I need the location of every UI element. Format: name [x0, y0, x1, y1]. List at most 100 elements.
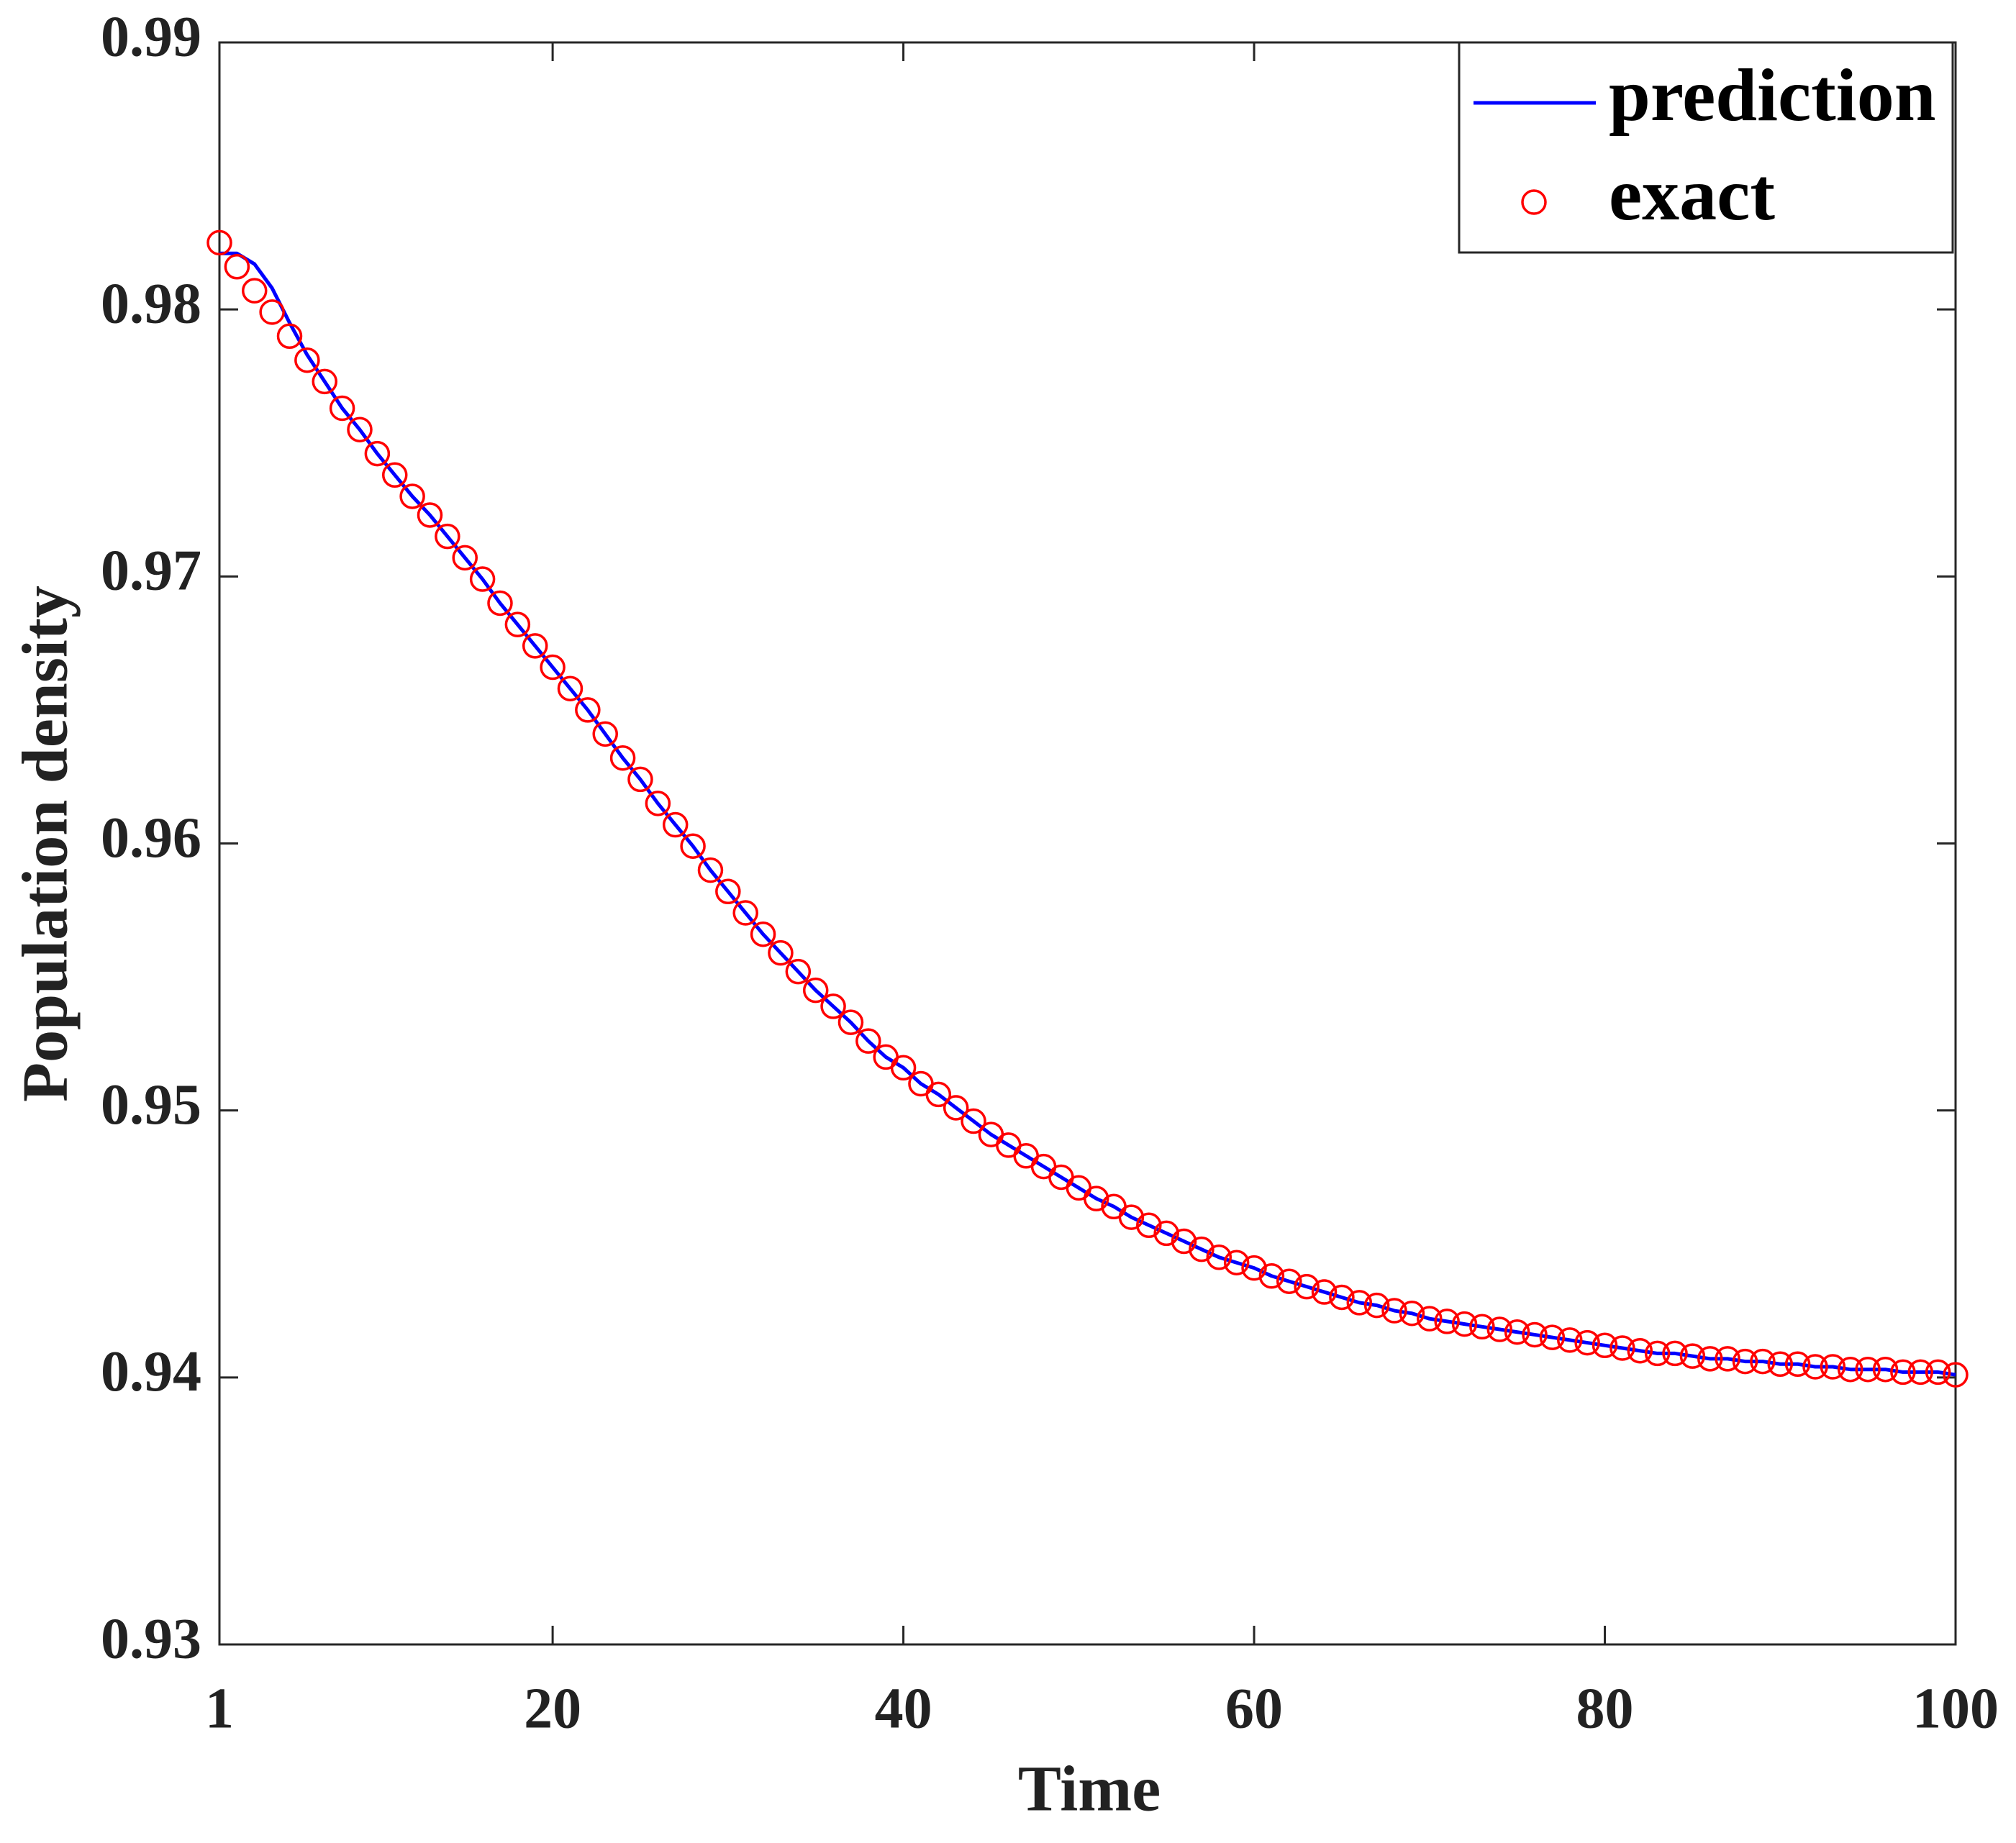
marker [1451, 1311, 1478, 1337]
x-tick-label: 100 [1912, 1677, 1999, 1740]
marker [487, 590, 513, 616]
x-axis-label: Time [1018, 1754, 1161, 1825]
marker [925, 1081, 952, 1108]
marker [1750, 1348, 1776, 1375]
marker [1504, 1319, 1530, 1345]
legend-marker [1521, 189, 1547, 215]
marker [312, 368, 337, 395]
marker [1329, 1284, 1355, 1311]
marker [1890, 1359, 1916, 1385]
marker [1153, 1220, 1179, 1247]
marker [1083, 1186, 1109, 1211]
marker [1872, 1356, 1899, 1383]
marker [241, 278, 268, 304]
marker [1434, 1309, 1460, 1334]
marker [645, 791, 671, 816]
marker [802, 977, 829, 1004]
marker [347, 417, 373, 442]
marker [1838, 1356, 1863, 1383]
marker [1206, 1244, 1232, 1270]
marker [1118, 1204, 1145, 1230]
marker [1715, 1346, 1740, 1372]
marker [609, 745, 636, 771]
marker [469, 566, 496, 592]
marker [1469, 1314, 1495, 1340]
marker [452, 545, 478, 571]
marker [1311, 1279, 1338, 1305]
y-tick-label: 0.95 [101, 1073, 201, 1137]
marker [1417, 1306, 1443, 1332]
marker [1767, 1351, 1794, 1378]
marker [1486, 1316, 1513, 1342]
marker [1802, 1354, 1828, 1380]
marker [627, 766, 653, 793]
y-tick-label: 0.97 [101, 540, 201, 603]
marker [890, 1055, 917, 1081]
marker [785, 958, 812, 985]
marker [750, 921, 776, 947]
marker [1925, 1359, 1951, 1385]
marker [592, 721, 618, 747]
marker [1276, 1268, 1302, 1294]
marker [1592, 1332, 1618, 1359]
x-tick-label: 1 [205, 1677, 234, 1740]
marker [540, 654, 566, 681]
marker [1381, 1298, 1407, 1324]
marker [662, 811, 689, 838]
marker [1644, 1340, 1671, 1367]
marker [1943, 1362, 1969, 1388]
marker [1363, 1292, 1390, 1319]
legend-box [1458, 41, 1954, 254]
marker [1539, 1324, 1566, 1350]
marker [1679, 1343, 1706, 1369]
x-tick-label: 60 [1225, 1677, 1283, 1740]
marker [1346, 1290, 1373, 1316]
marker [837, 1009, 864, 1035]
marker [1241, 1255, 1267, 1281]
marker [1171, 1228, 1197, 1255]
line [219, 251, 1956, 1377]
marker [1574, 1329, 1600, 1356]
y-tick-label: 0.98 [101, 273, 201, 336]
marker [1820, 1354, 1846, 1380]
plot-frame [218, 41, 1957, 1646]
y-axis-label: Population density [10, 586, 81, 1102]
marker [329, 395, 355, 422]
marker [1399, 1301, 1425, 1326]
marker [364, 440, 391, 467]
x-tick-label: 80 [1576, 1677, 1634, 1740]
marker [557, 675, 584, 701]
marker [224, 254, 250, 280]
y-tick-label: 0.93 [101, 1607, 201, 1670]
marker [504, 611, 531, 637]
marker [206, 229, 232, 256]
marker [381, 462, 408, 488]
marker [1609, 1335, 1635, 1361]
marker [1627, 1337, 1653, 1364]
legend-label: prediction [1609, 54, 1936, 137]
legend-label: exact [1609, 153, 1775, 236]
marker [1258, 1263, 1285, 1289]
y-tick-label: 0.94 [101, 1340, 201, 1403]
marker [943, 1095, 969, 1121]
marker [697, 857, 724, 883]
marker [680, 833, 706, 859]
marker [1732, 1348, 1758, 1375]
marker [1557, 1327, 1583, 1353]
marker [1223, 1250, 1250, 1275]
x-tick-label: 20 [524, 1677, 581, 1740]
marker [276, 323, 303, 350]
marker [1662, 1340, 1688, 1367]
marker [732, 900, 758, 926]
marker [768, 939, 794, 966]
marker [961, 1108, 986, 1134]
marker [855, 1028, 881, 1054]
y-tick-label: 0.96 [101, 806, 201, 870]
marker [820, 993, 846, 1019]
marker [1697, 1346, 1723, 1372]
marker [522, 633, 548, 659]
marker [399, 483, 425, 509]
marker [575, 697, 601, 723]
